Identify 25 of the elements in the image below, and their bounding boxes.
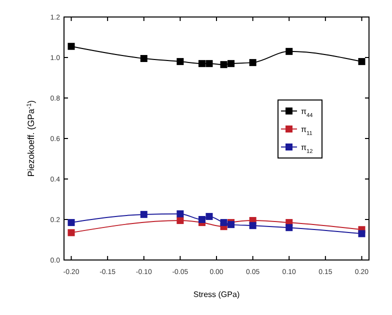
point: [286, 224, 293, 232]
point: [206, 212, 213, 220]
point: [220, 219, 228, 226]
point: [206, 60, 213, 68]
legend-label: π$_{44}$: [301, 107, 313, 119]
point: [140, 55, 148, 62]
point: [176, 210, 184, 218]
point: [176, 217, 184, 224]
point: [68, 219, 75, 226]
point: [68, 42, 75, 50]
legend-label: π$_{12}$: [301, 143, 313, 155]
point: [286, 48, 293, 55]
point: [68, 229, 75, 236]
point: [140, 210, 148, 218]
legend-label: π$_{11}$: [301, 125, 312, 137]
point: [249, 222, 256, 230]
x-axis-title: Stress (GPa): [193, 290, 240, 299]
point: [358, 58, 366, 66]
point: [249, 59, 256, 66]
point: [358, 230, 366, 238]
point: [198, 216, 206, 223]
point: [220, 61, 228, 68]
point: [176, 58, 184, 66]
point: [228, 60, 235, 68]
point: [198, 60, 206, 68]
